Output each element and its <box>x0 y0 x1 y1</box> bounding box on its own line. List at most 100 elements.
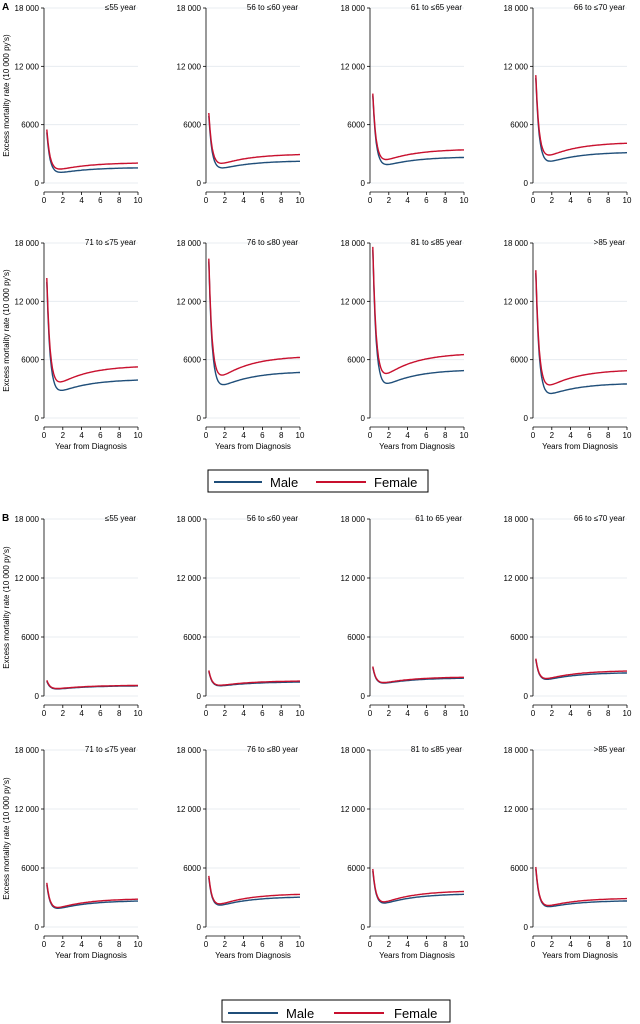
panel-b-plot-1-x-tick-label-2: 4 <box>79 709 84 718</box>
panel-a-plot-5-series-female <box>46 277 138 383</box>
panel-b-plot-4-x-tick-label-5: 10 <box>623 709 632 718</box>
panel-a-plot-5: 0 6000 12 000 18 000 0 2 4 6 8 10 Year from Diagno… <box>2 238 143 451</box>
panel-b-plot-3-series-male <box>372 667 464 684</box>
panel-a-plot-8-x-axis-title: Years from Diagnosis <box>542 442 618 451</box>
panel-b-plot-2-x-tick-label-2: 4 <box>241 709 246 718</box>
panel-b-plot-1-x-tick-label-1: 2 <box>61 709 66 718</box>
legend-b: Male Female <box>221 999 451 1023</box>
panel-a-plot-6-y-tick-label-2: 12 000 <box>177 297 202 306</box>
panel-a-plot-7-x-tick-label-2: 4 <box>405 431 410 440</box>
panel-b-plot-4-x-tick-label-4: 8 <box>606 709 611 718</box>
panel-a-plot-7-series-male <box>372 249 465 384</box>
panel-a-plot-6-x-tick-label-3: 6 <box>260 431 265 440</box>
panel-b-plot-3-x-tick-label-5: 10 <box>460 709 469 718</box>
panel-b-plot-3-x-tick-label-1: 2 <box>387 709 392 718</box>
panel-a-plot-7-y-tick-label-0: 0 <box>361 414 366 423</box>
panel-a-plot-5-y-tick-label-2: 12 000 <box>15 297 40 306</box>
panel-a-plot-8-x-tick-label-0: 0 <box>531 431 536 440</box>
panel-b-plot-4-y-tick-label-1: 6000 <box>510 633 528 642</box>
panel-b-plot-2-series-male <box>208 671 300 687</box>
panel-label-a: A <box>2 2 9 13</box>
panel-a-plot-5-x-tick-label-4: 8 <box>117 431 122 440</box>
panel-a-plot-5-x-axis-title: Year from Diagnosis <box>55 442 127 451</box>
panel-a-plot-6-y-tick-label-0: 0 <box>197 414 202 423</box>
panel-b-plot-4-x-tick-label-0: 0 <box>531 709 536 718</box>
panel-a-plot-3-series-male <box>372 95 465 166</box>
panel-b-plot-6-x-tick-label-4: 8 <box>279 940 284 949</box>
panel-a-plot-3-y-tick-label-1: 6000 <box>347 121 365 130</box>
panel-b-plot-5-x-tick-label-0: 0 <box>42 940 47 949</box>
panel-b-plot-6-y-tick-label-3: 18 000 <box>177 746 202 755</box>
panel-b-plot-2-series-female <box>208 670 300 686</box>
panel-b-plot-8-x-tick-label-0: 0 <box>531 940 536 949</box>
panel-b-plot-5-series-male <box>46 884 138 909</box>
panel-b-plot-5-x-tick-label-2: 4 <box>79 940 84 949</box>
panel-b-plot-8: 0 6000 12 000 18 000 0 2 4 6 8 10 Years from Diagn… <box>504 745 632 960</box>
legend-b-box <box>221 999 451 1023</box>
panel-b-plot-6-title: 76 to ≤80 year <box>247 745 298 754</box>
panel-a-plot-1-y-tick-label-1: 6000 <box>21 121 39 130</box>
panel-b-plot-5-x-tick-label-4: 8 <box>117 940 122 949</box>
panel-a-plot-6-y-tick-label-1: 6000 <box>183 356 201 365</box>
panel-b-plot-2-y-tick-label-0: 0 <box>197 692 202 701</box>
panel-a-plot-5-x-tick-label-2: 4 <box>79 431 84 440</box>
panel-a-plot-1-x-tick-label-2: 4 <box>79 196 84 205</box>
panel-b-plot-4-x-tick-label-2: 4 <box>568 709 573 718</box>
panel-b-plot-8-y-tick-label-1: 6000 <box>510 864 528 873</box>
legend-a: Male Female <box>207 469 429 493</box>
panel-a-plot-4-y-tick-label-0: 0 <box>524 179 529 188</box>
panel-a-plot-7: 0 6000 12 000 18 000 0 2 4 6 8 10 Years from Diagn… <box>341 238 469 451</box>
panel-b-plot-1-x-tick-label-5: 10 <box>134 709 143 718</box>
panel-b-plot-8-series-female <box>535 866 627 907</box>
panel-a-plot-7-x-tick-label-5: 10 <box>460 431 469 440</box>
panel-b-plot-5-x-tick-label-1: 2 <box>61 940 66 949</box>
panel-a-plot-7-y-tick-label-1: 6000 <box>347 356 365 365</box>
panel-a-plot-2-x-tick-label-2: 4 <box>241 196 246 205</box>
panel-a-plot-6-series-male <box>208 261 300 386</box>
panel-a-plot-5-y-axis-title: Excess mortality rate (10 000 py's) <box>2 269 11 392</box>
panel-b-plot-2-x-tick-label-5: 10 <box>296 709 305 718</box>
panel-a-plot-3-x-tick-label-1: 2 <box>387 196 392 205</box>
legend-b-male-label: Male <box>286 1006 314 1021</box>
panel-b-plot-7-series-male <box>372 870 464 904</box>
panel-a-plot-2: 0 6000 12 000 18 000 0 2 4 6 8 10 56 to ≤60 year <box>177 3 305 205</box>
panel-a-plot-6-x-tick-label-0: 0 <box>204 431 209 440</box>
panel-a-plot-1-x-tick-label-3: 6 <box>98 196 103 205</box>
panel-b-plot-3-x-tick-label-0: 0 <box>368 709 373 718</box>
panel-a-plot-6-x-axis-title: Years from Diagnosis <box>215 442 291 451</box>
panel-b-plot-5-x-axis-title: Year from Diagnosis <box>55 951 127 960</box>
panel-a-plot-8-x-tick-label-3: 6 <box>587 431 592 440</box>
legend-a-male-label: Male <box>270 475 298 490</box>
panel-a-plot-8-x-tick-label-4: 8 <box>606 431 611 440</box>
panel-b-plot-1-y-tick-label-3: 18 000 <box>15 515 40 524</box>
panel-a-plot-4-series-female <box>535 75 627 156</box>
panel-a-plot-7-x-tick-label-0: 0 <box>368 431 373 440</box>
panel-b-plot-7-title: 81 to ≤85 year <box>411 745 462 754</box>
panel-b-plot-2-y-tick-label-3: 18 000 <box>177 515 202 524</box>
panel-a-plot-1-x-tick-label-4: 8 <box>117 196 122 205</box>
panel-b-plot-3-y-tick-label-1: 6000 <box>347 633 365 642</box>
panel-b-plot-8-y-tick-label-2: 12 000 <box>504 805 529 814</box>
panel-a-plot-1-y-tick-label-2: 12 000 <box>15 62 40 71</box>
panel-a-plot-1-title: ≤55 year <box>105 3 136 12</box>
panel-a-plot-4-x-tick-label-3: 6 <box>587 196 592 205</box>
panel-b-plot-5-x-tick-label-3: 6 <box>98 940 103 949</box>
panel-a-plot-1-y-tick-label-3: 18 000 <box>15 4 40 13</box>
panel-a-plot-4-y-tick-label-2: 12 000 <box>504 62 529 71</box>
panel-b-plot-8-x-tick-label-3: 6 <box>587 940 592 949</box>
panel-a-plot-8-series-female <box>535 270 628 386</box>
panel-b-plot-4-y-tick-label-3: 18 000 <box>504 515 529 524</box>
panel-b-plot-8-x-tick-label-2: 4 <box>568 940 573 949</box>
panel-b-plot-7-y-tick-label-1: 6000 <box>347 864 365 873</box>
panel-a-plot-1-x-tick-label-1: 2 <box>61 196 66 205</box>
panel-b-plot-1-y-tick-label-2: 12 000 <box>15 574 40 583</box>
panel-a-plot-4-x-tick-label-0: 0 <box>531 196 536 205</box>
panel-b-plot-1-y-axis-title: Excess mortality rate (10 000 py's) <box>2 546 11 669</box>
panel-b-plot-8-y-tick-label-0: 0 <box>524 923 529 932</box>
panel-b-plot-7-y-tick-label-3: 18 000 <box>341 746 366 755</box>
panel-b-plot-3-title: 61 to 65 year <box>415 514 462 523</box>
panel-a-plot-2-series-male <box>208 115 300 169</box>
panel-b-plot-3: 0 6000 12 000 18 000 0 2 4 6 8 10 61 to 65 year <box>341 514 469 718</box>
